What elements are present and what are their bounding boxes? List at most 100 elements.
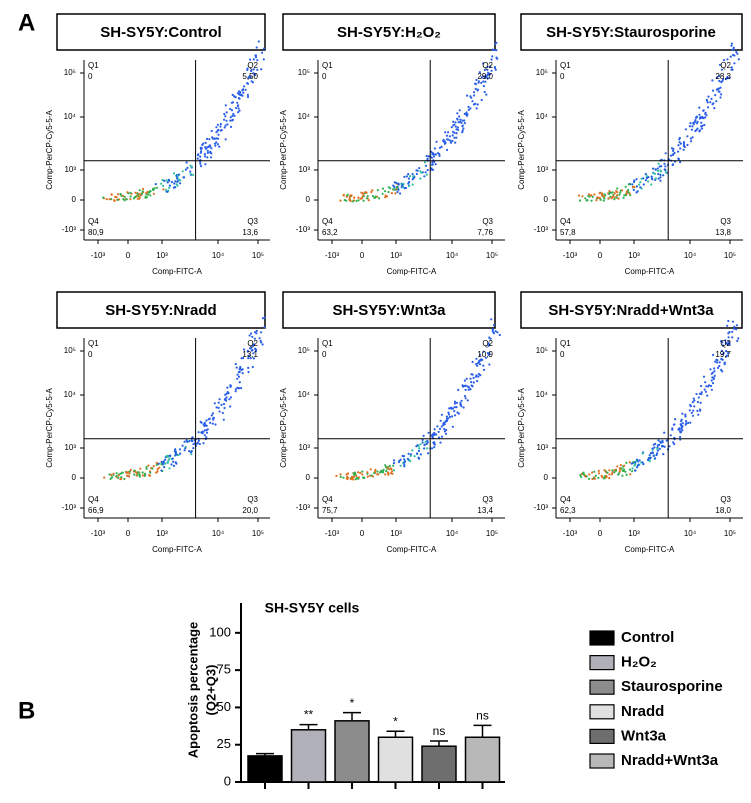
event-dot	[611, 471, 614, 474]
event-dot	[224, 124, 227, 127]
event-dot	[119, 192, 122, 196]
error-bar	[256, 752, 274, 756]
event-dot	[247, 357, 250, 360]
event-dot	[217, 401, 220, 404]
event-dot	[638, 459, 641, 462]
y-tick-label: 10⁵	[64, 68, 76, 77]
error-bar	[343, 711, 361, 721]
event-dot	[263, 326, 266, 329]
error-bar	[473, 724, 492, 738]
event-dot	[671, 153, 675, 156]
event-dot	[478, 71, 481, 74]
event-dot	[663, 162, 666, 165]
y-axis-label: Comp-PerCP-Cy5-5-A	[45, 388, 54, 468]
event-dot	[402, 455, 406, 458]
event-dot	[733, 54, 736, 57]
event-dot	[206, 156, 209, 159]
quadrant-name: Q1	[560, 61, 571, 70]
event-dot	[649, 456, 652, 459]
x-tick-label: 10⁴	[212, 251, 225, 260]
event-dot	[160, 182, 163, 185]
event-dot	[662, 453, 665, 456]
event-dot	[152, 192, 155, 195]
event-dot	[395, 181, 398, 185]
event-dot	[203, 424, 206, 427]
event-dot	[616, 187, 619, 190]
event-dot	[165, 455, 168, 458]
legend-swatch	[589, 704, 615, 720]
event-dot	[140, 192, 143, 195]
event-dot	[359, 471, 362, 474]
event-dot	[392, 188, 395, 191]
y-tick-label: 10⁴	[536, 112, 549, 121]
event-dot	[459, 403, 462, 406]
quadrant-name: Q4	[560, 495, 571, 504]
event-dot	[712, 89, 715, 92]
event-dot	[122, 198, 125, 201]
event-dot	[230, 101, 233, 104]
event-dot	[151, 188, 155, 191]
event-dot	[136, 473, 139, 476]
event-dot	[120, 477, 123, 480]
event-dot	[249, 347, 252, 350]
event-dot	[234, 96, 237, 99]
event-dot	[133, 469, 136, 472]
y-tick-label: 0	[224, 773, 231, 788]
event-dot	[713, 374, 716, 377]
event-dot	[488, 336, 491, 339]
event-dot	[727, 351, 730, 355]
event-dot	[496, 57, 499, 60]
event-dot	[206, 149, 209, 152]
event-dot	[491, 48, 494, 51]
event-dot	[720, 68, 724, 71]
event-dot	[392, 464, 395, 467]
x-tick-label: 10³	[390, 251, 402, 260]
title-box	[520, 13, 743, 51]
event-dot	[160, 461, 163, 464]
y-axis-label: (Q2+Q3)	[203, 665, 218, 716]
y-tick-label: -10³	[296, 225, 311, 234]
event-dot	[451, 407, 454, 410]
event-dot	[376, 470, 379, 473]
event-dot	[420, 171, 423, 174]
event-dot	[178, 448, 182, 451]
event-dot	[727, 336, 730, 339]
event-dot	[692, 123, 695, 126]
event-dot	[349, 194, 352, 197]
title-box	[56, 13, 266, 51]
event-dot	[250, 332, 253, 335]
event-dot	[440, 425, 443, 428]
event-dot	[736, 339, 739, 342]
event-dot	[110, 476, 113, 479]
event-dot	[110, 198, 113, 201]
event-dot	[498, 333, 501, 337]
event-dot	[620, 467, 623, 470]
event-dot	[439, 441, 442, 444]
event-dot	[145, 467, 148, 470]
event-dot	[659, 179, 662, 182]
event-dot	[682, 148, 685, 151]
x-axis-label: Comp-FITC-A	[625, 545, 675, 554]
event-dot	[684, 128, 688, 131]
event-dot	[356, 471, 360, 474]
event-dot	[451, 425, 454, 428]
error-bar	[299, 723, 318, 730]
event-dot	[175, 462, 178, 465]
event-dot	[650, 183, 653, 186]
event-dot	[482, 350, 485, 353]
event-dot	[480, 76, 483, 79]
event-dot	[613, 471, 616, 474]
event-dot	[352, 472, 355, 475]
event-dot	[206, 151, 209, 154]
event-dot	[262, 58, 265, 61]
event-dot	[736, 52, 739, 55]
error-bar	[386, 730, 405, 738]
event-dot	[642, 463, 645, 466]
event-dot	[578, 194, 581, 197]
event-dot	[693, 399, 696, 402]
event-dot	[172, 464, 175, 467]
event-dot	[726, 77, 729, 80]
event-dot	[246, 68, 249, 72]
x-tick-label: -10³	[325, 251, 340, 260]
event-dot	[235, 366, 238, 369]
